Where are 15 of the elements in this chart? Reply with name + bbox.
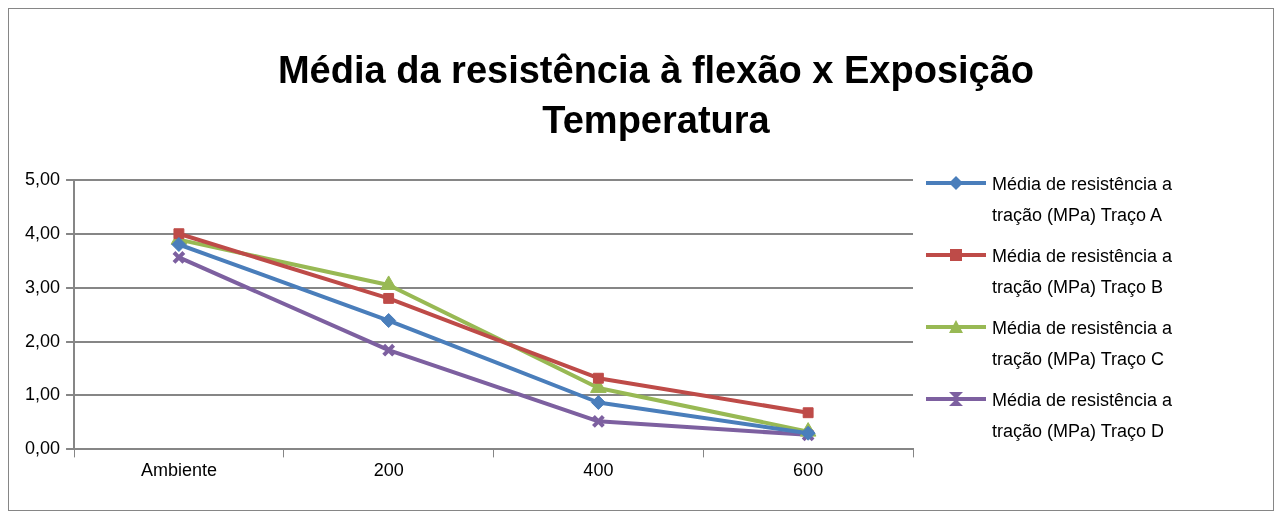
y-tick-label: 1,00 bbox=[24, 384, 61, 405]
legend-label: Média de resistência a tração (MPa) Traço C bbox=[992, 317, 1174, 371]
x-tick-label: Ambiente bbox=[140, 460, 217, 481]
y-tick-label: 4,00 bbox=[24, 222, 61, 243]
y-tick-label: 2,00 bbox=[24, 330, 61, 351]
y-tick-label: 3,00 bbox=[24, 276, 61, 297]
y-tick-label: 5,00 bbox=[24, 168, 61, 189]
legend-label: Média de resistência a tração (MPa) Traço D bbox=[992, 389, 1174, 443]
x-tick-label: 600 bbox=[793, 460, 824, 481]
legend-label: Média de resistência a tração (MPa) Traço A bbox=[992, 173, 1174, 227]
y-tick-label: 0,00 bbox=[24, 438, 61, 459]
x-tick-label: 200 bbox=[373, 460, 404, 481]
chart-title: Média da resistência à flexão x Exposição Temperatura bbox=[276, 48, 1036, 143]
legend-label: Média de resistência a tração (MPa) Traço B bbox=[992, 245, 1174, 299]
x-tick-label: 400 bbox=[583, 460, 614, 481]
